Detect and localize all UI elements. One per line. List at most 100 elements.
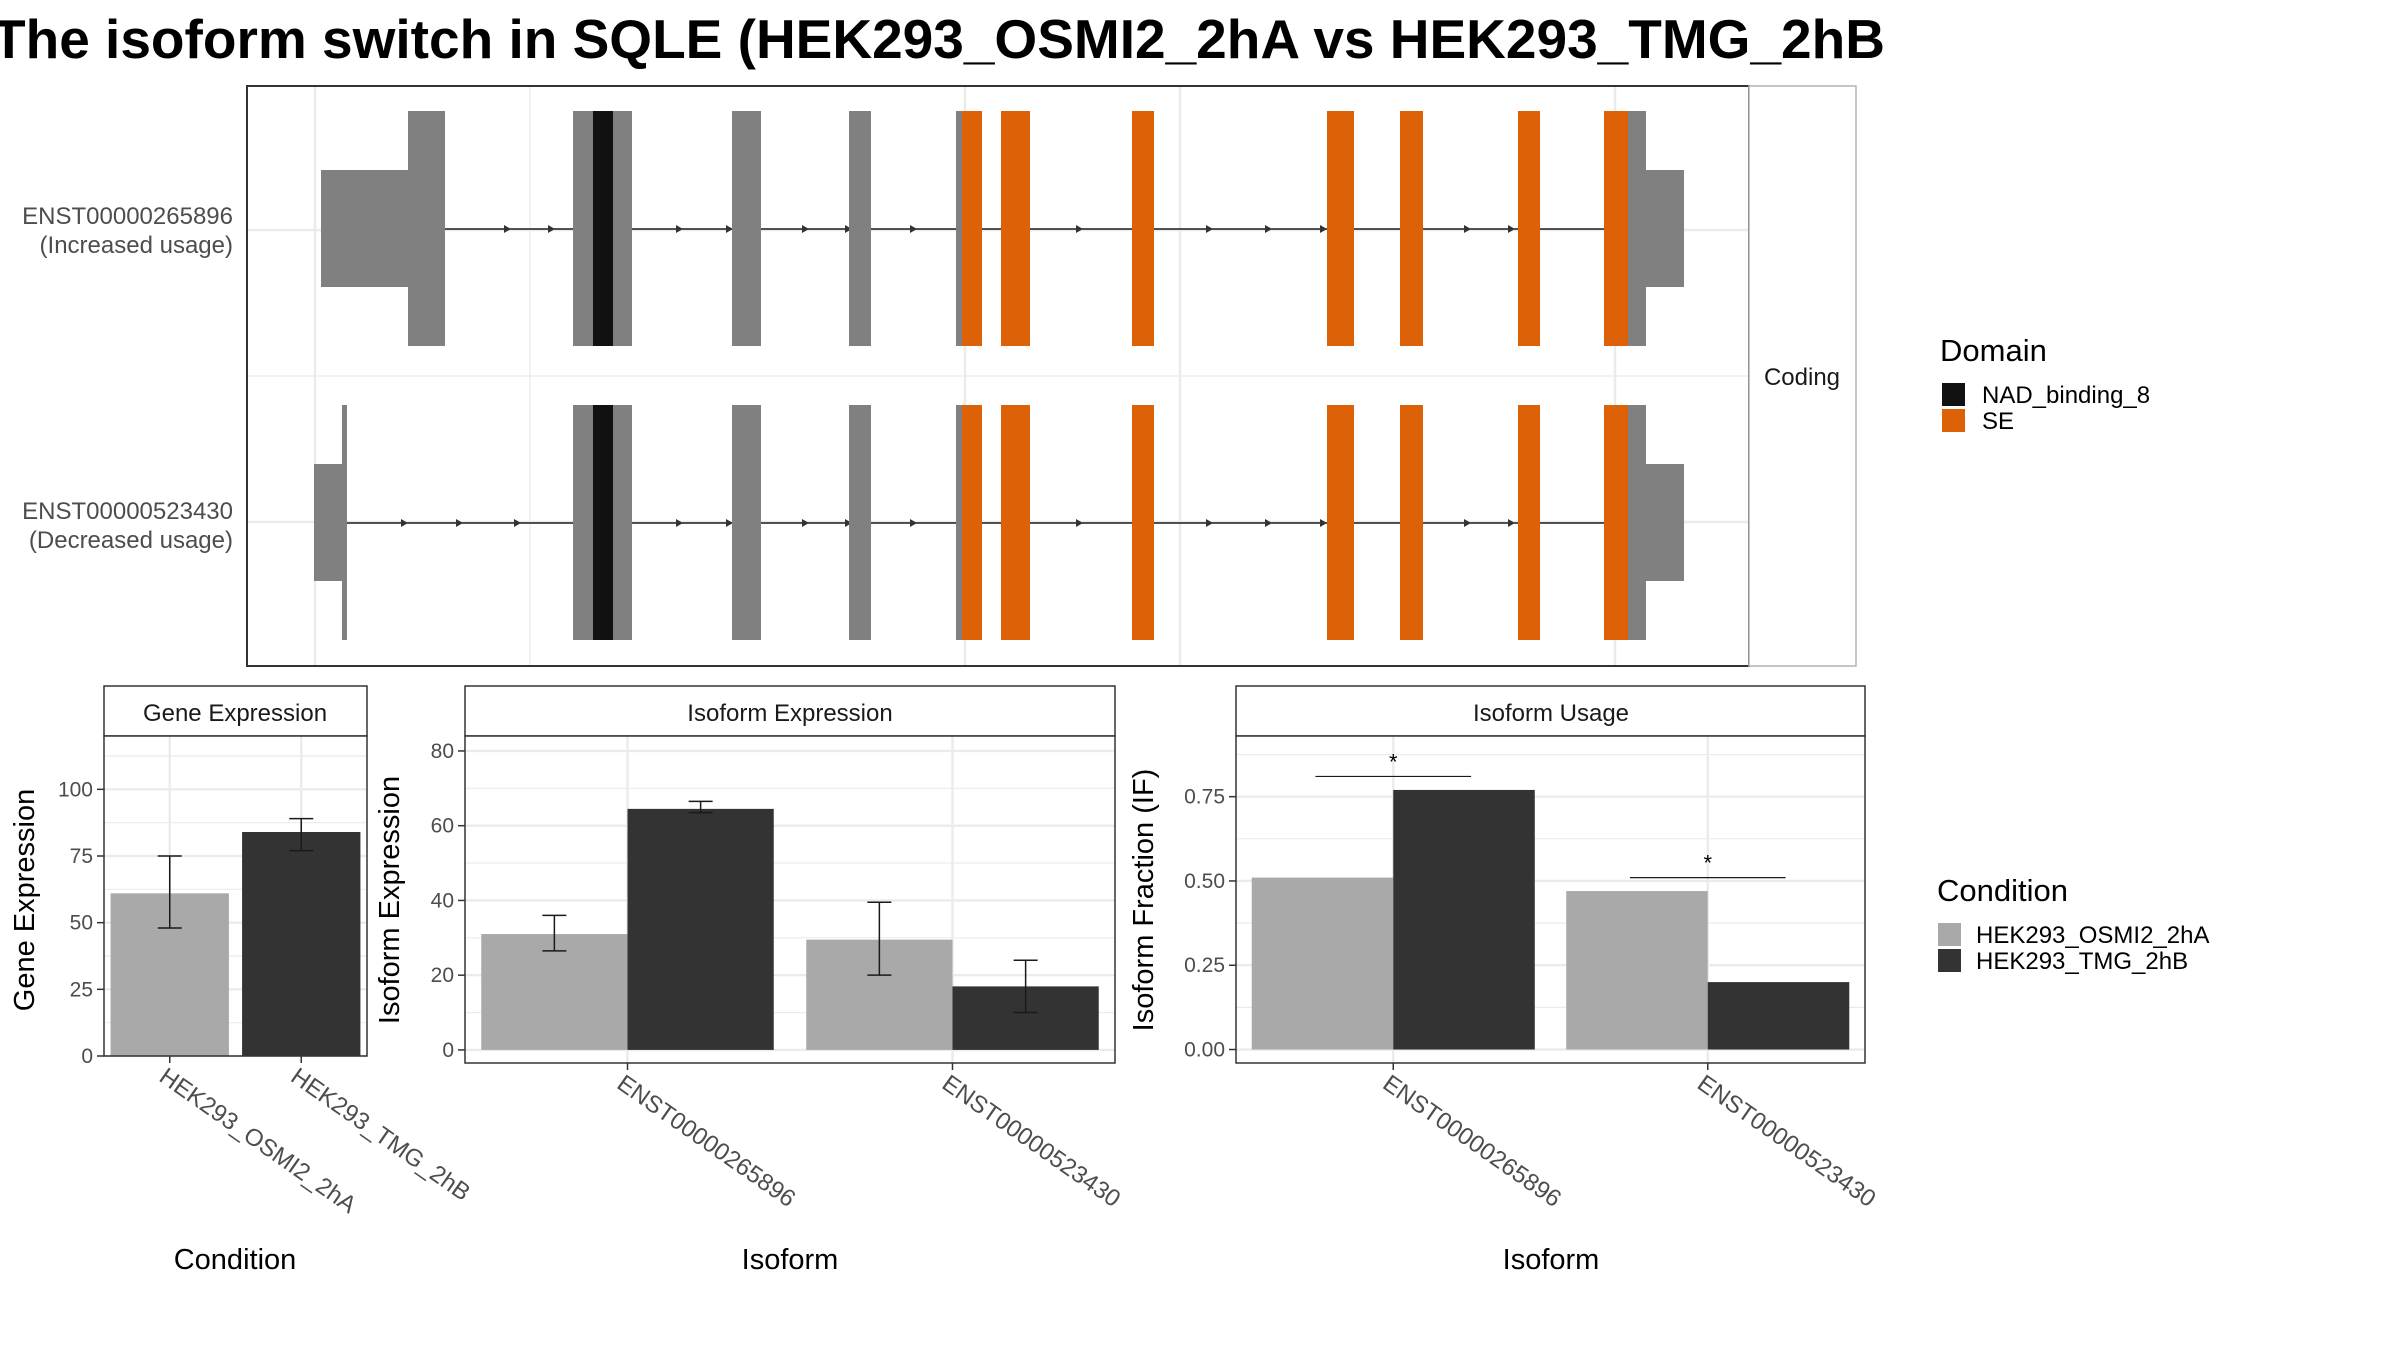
transcript-2-structure — [314, 405, 1684, 640]
isoform-usage-x-ticks: ENST00000265896 ENST00000523430 — [1378, 1063, 1881, 1213]
transcript-1-exon — [849, 111, 871, 346]
transcript-1-direction-arrows — [504, 225, 1515, 233]
transcript-1-se-domain — [1001, 111, 1030, 346]
isoform-usage-strip — [1235, 685, 1866, 737]
domain-legend-label-nad: NAD_binding_8 — [1982, 382, 2150, 409]
iu-y-tick-label: 0.25 — [1184, 954, 1225, 977]
isoform-expression-y-ticks: 0 20 40 60 80 — [431, 740, 465, 1062]
ie-y-tick-label: 80 — [431, 740, 454, 763]
isoform-usage-panel-border — [1235, 735, 1866, 1064]
ge-y-tick-label: 75 — [70, 845, 93, 868]
iu-bar — [1393, 789, 1535, 1050]
ge-y-tick-label: 100 — [58, 778, 93, 801]
transcript-2-se-domain — [1001, 405, 1030, 640]
isoform-expression-panel: Isoform Expression 0 20 40 60 80 ENST0000026… — [374, 685, 1125, 1276]
transcript-2-usage: (Decreased usage) — [29, 527, 233, 554]
isoform-usage-y-ticks: 0.00 0.25 0.50 0.75 — [1184, 786, 1236, 1062]
ie-y-tick-label: 0 — [442, 1039, 454, 1062]
transcript-2-se-domain — [1518, 405, 1540, 640]
transcript-1-exon — [613, 111, 632, 346]
ge-y-tick-label: 25 — [70, 978, 93, 1001]
isoform-expression-strip-title: Isoform Expression — [687, 700, 892, 727]
gene-expression-y-label: Gene Expression — [9, 789, 41, 1011]
iu-bar — [1566, 891, 1708, 1050]
condition-legend: Condition HEK293_OSMI2_2hA HEK293_TMG_2h… — [1937, 873, 2209, 975]
isoform-usage-panel: Isoform Usage ** 0.00 0.25 0.50 0.75 ENST00… — [1128, 685, 1881, 1276]
transcript-1-se-domain — [1327, 111, 1354, 346]
ie-y-tick-label: 60 — [431, 815, 454, 838]
isoform-usage-x-label: Isoform — [1503, 1244, 1600, 1276]
iu-y-tick-label: 0.75 — [1184, 786, 1225, 809]
condition-legend-title: Condition — [1937, 873, 2068, 908]
transcript-2-nad-binding-domain — [593, 405, 613, 640]
transcript-2-se-domain — [1327, 405, 1354, 640]
transcript-2-utr-exon — [1646, 464, 1684, 581]
condition-legend-label-tmg: HEK293_TMG_2hB — [1976, 948, 2188, 975]
isoform-expression-bars — [481, 800, 1099, 1050]
iu-y-tick-label: 0.00 — [1184, 1039, 1225, 1062]
isoform-usage-y-label: Isoform Fraction (IF) — [1128, 769, 1160, 1032]
transcript-1-exon — [732, 111, 761, 346]
condition-legend-key-tmg — [1938, 949, 1961, 972]
ie-y-tick-label: 40 — [431, 889, 454, 912]
domain-legend: Domain NAD_binding_8 SE — [1940, 333, 2150, 435]
iu-y-tick-label: 0.50 — [1184, 870, 1225, 893]
transcript-1-se-domain — [1132, 111, 1154, 346]
gene-expression-bars — [110, 817, 361, 1056]
ie-x-tick-label: ENST00000265896 — [612, 1070, 800, 1213]
domain-legend-label-se: SE — [1982, 408, 2014, 435]
transcript-1-exon — [573, 111, 593, 346]
isoform-expression-strip — [464, 685, 1116, 737]
transcript-1-id: ENST00000265896 — [22, 203, 233, 230]
figure-title: The isoform switch in SQLE (HEK293_OSMI2… — [0, 8, 1885, 70]
transcript-1-exon — [1628, 111, 1646, 346]
transcript-2-direction-arrows — [401, 519, 1515, 527]
transcript-1-usage: (Increased usage) — [40, 232, 233, 259]
domain-legend-title: Domain — [1940, 333, 2047, 368]
iu-significance-star: * — [1703, 851, 1712, 876]
iu-bar — [1251, 877, 1394, 1050]
transcript-2-se-domain — [1132, 405, 1154, 640]
isoform-expression-x-label: Isoform — [742, 1244, 839, 1276]
transcript-1-utr-exon — [321, 170, 409, 287]
iu-bar — [1707, 982, 1850, 1050]
coding-strip — [1748, 85, 1857, 667]
isoform-expression-panel-border — [464, 735, 1116, 1064]
transcript-2-utr-exon — [314, 464, 342, 581]
transcript-1-utr-exon — [1646, 170, 1684, 287]
ie-bar — [627, 808, 774, 1050]
isoform-usage-bars: ** — [1251, 749, 1850, 1050]
transcript-1-se-domain — [1400, 111, 1423, 346]
condition-legend-label-osmi2: HEK293_OSMI2_2hA — [1976, 922, 2209, 949]
iu-x-tick-label: ENST00000523430 — [1692, 1070, 1880, 1213]
transcript-2-exon — [956, 405, 962, 640]
gene-expression-x-label: Condition — [174, 1244, 297, 1276]
ge-y-tick-label: 50 — [70, 912, 93, 935]
gene-expression-bar — [242, 832, 361, 1056]
transcript-1-structure — [321, 111, 1684, 346]
gene-expression-strip-title: Gene Expression — [143, 700, 327, 727]
gene-expression-y-ticks: 0 25 50 75 100 — [58, 778, 104, 1068]
condition-legend-key-osmi2 — [1938, 923, 1961, 946]
ie-x-tick-label: ENST00000523430 — [937, 1070, 1125, 1213]
ie-bar — [481, 934, 628, 1050]
transcript-2-exon — [849, 405, 871, 640]
transcript-2-exon — [732, 405, 761, 640]
transcript-1-se-domain — [1518, 111, 1540, 346]
domain-legend-key-nad — [1942, 383, 1965, 406]
isoform-expression-x-ticks: ENST00000265896 ENST00000523430 — [612, 1063, 1125, 1213]
transcript-panel: Coding ENST00000265896 (Increased usage)… — [22, 85, 1857, 667]
isoform-usage-strip-title: Isoform Usage — [1473, 700, 1629, 727]
transcript-2-id: ENST00000523430 — [22, 498, 233, 525]
isoform-expression-y-label: Isoform Expression — [374, 776, 406, 1024]
transcript-1-exon — [408, 111, 445, 346]
transcript-1-se-domain — [962, 111, 982, 346]
transcript-1-se-domain — [1604, 111, 1628, 346]
domain-legend-key-se — [1942, 409, 1965, 432]
transcript-2-exon — [1628, 405, 1646, 640]
transcript-2-exon — [342, 405, 347, 640]
gene-expression-strip — [103, 685, 368, 737]
transcript-2-se-domain — [1400, 405, 1423, 640]
